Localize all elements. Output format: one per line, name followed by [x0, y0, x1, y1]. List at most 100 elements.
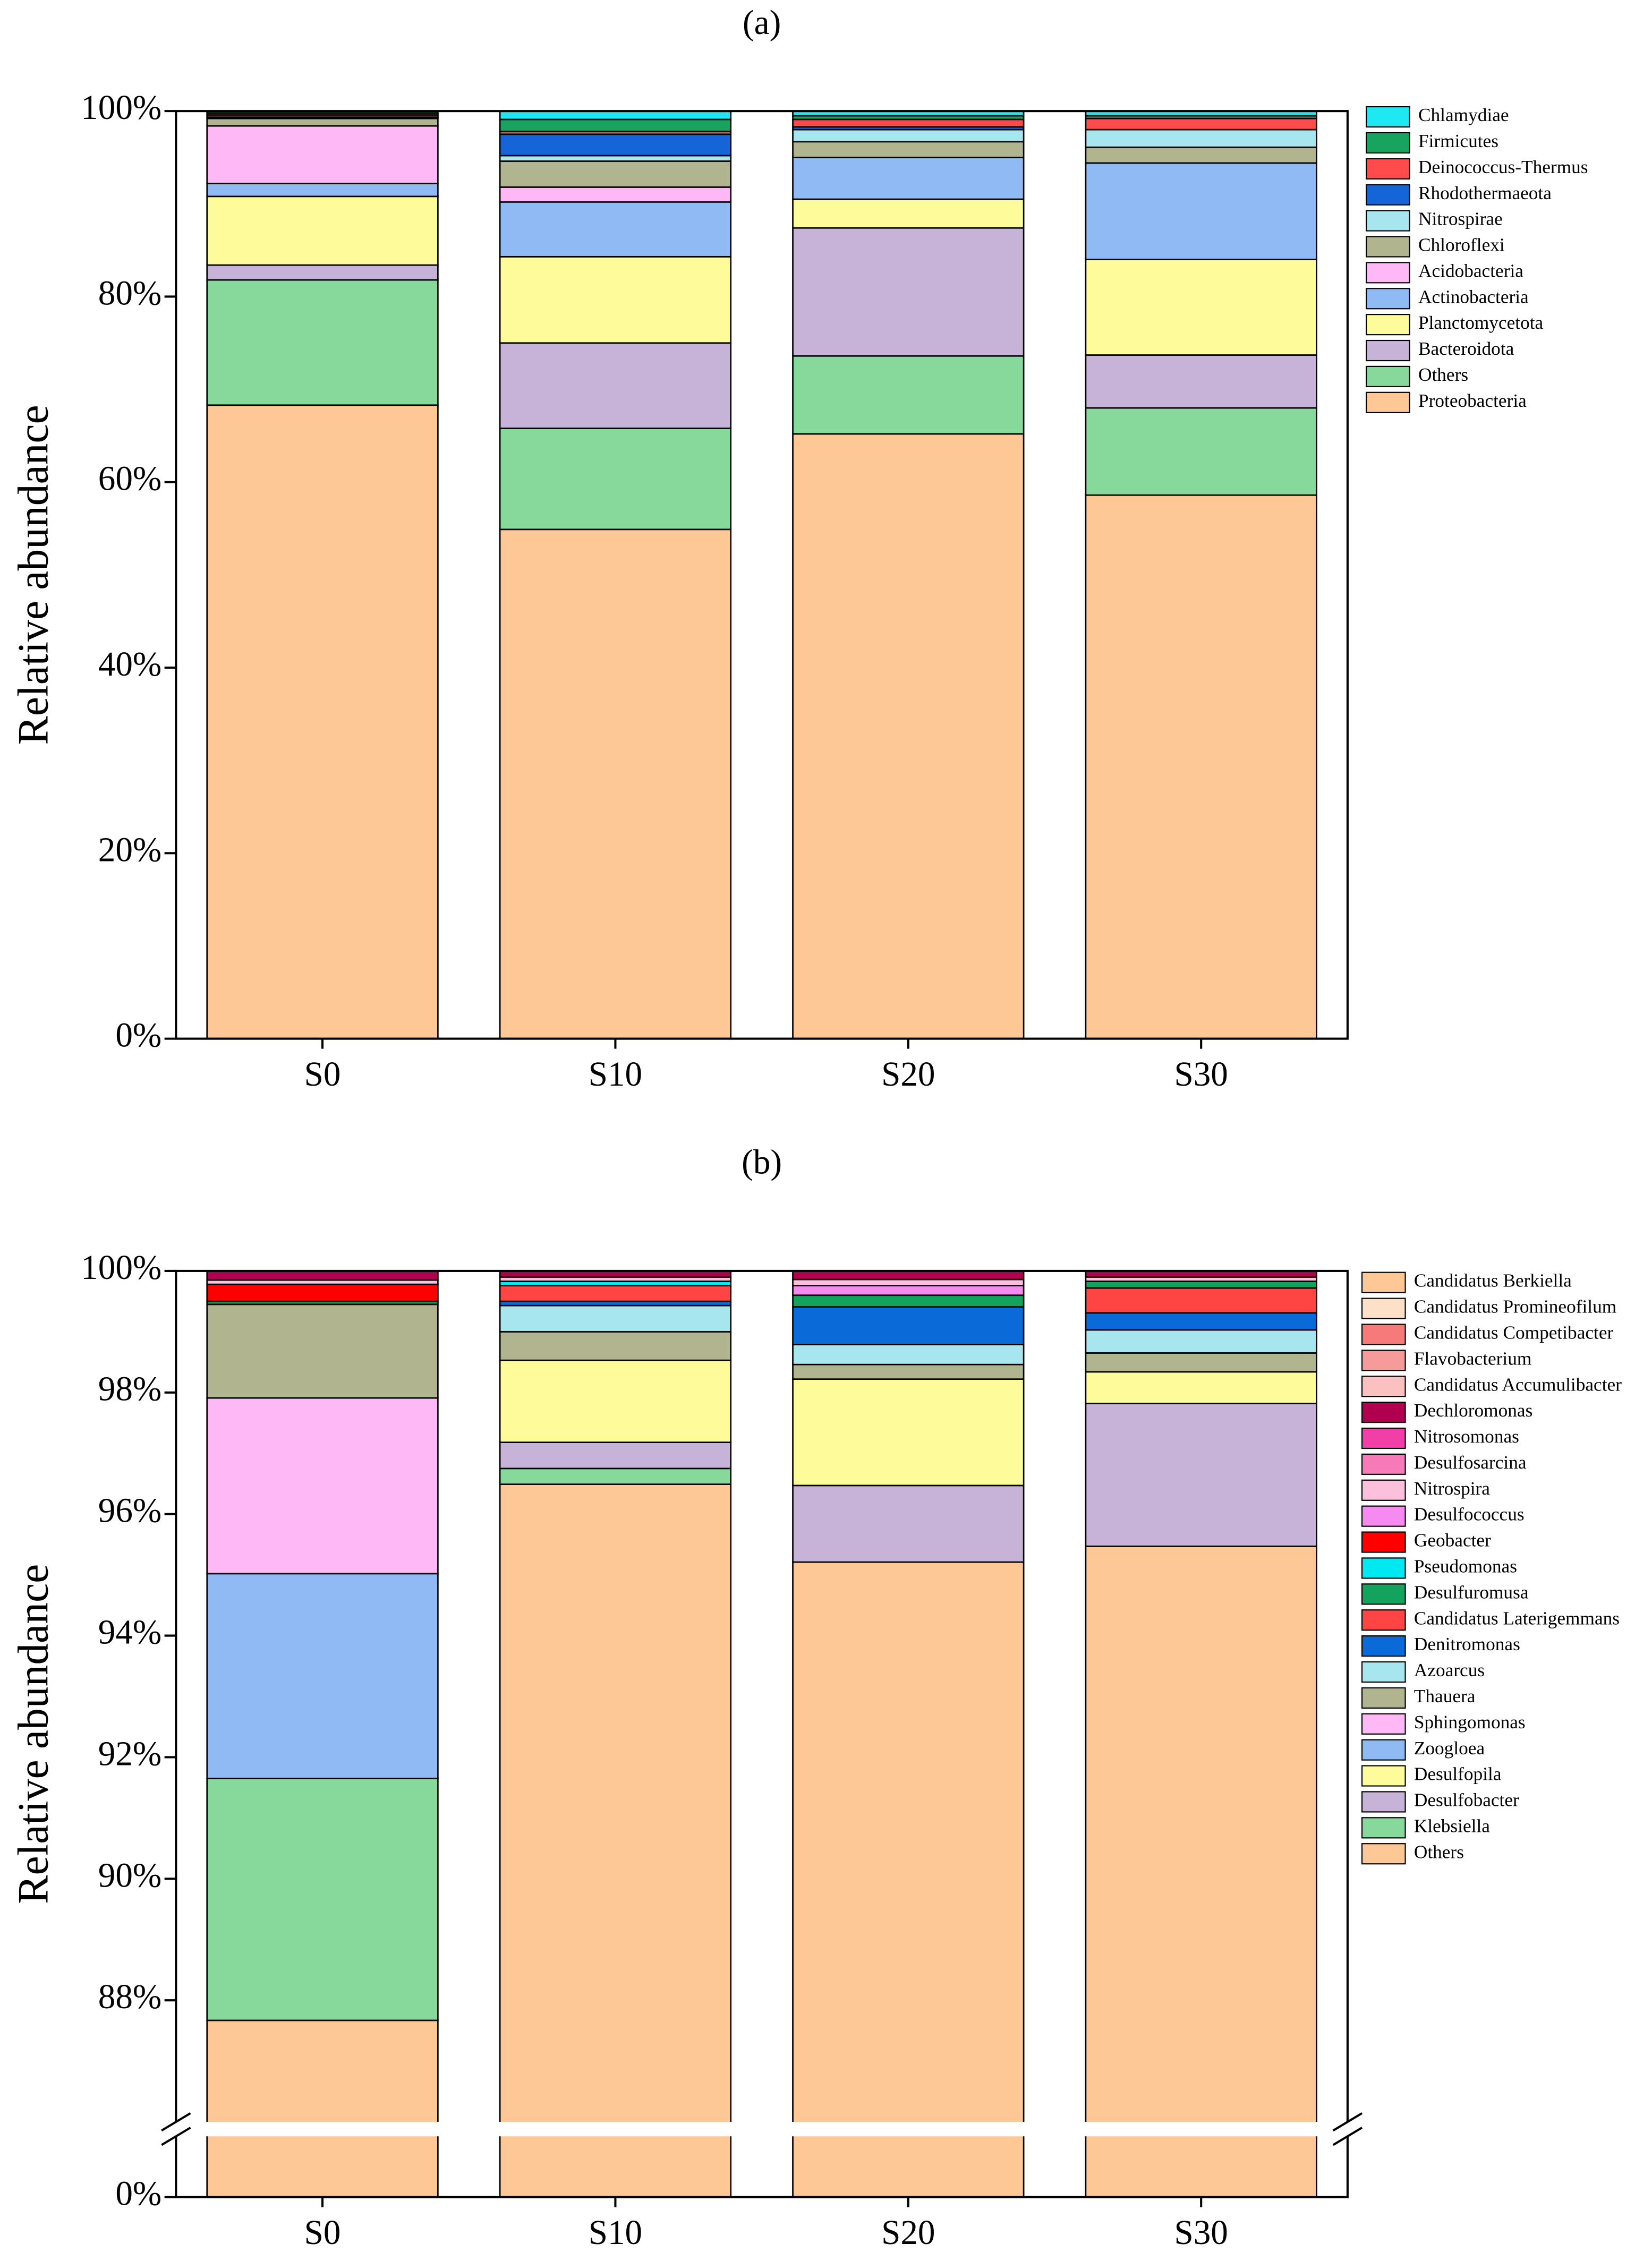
x-tick-label: S30	[1174, 1055, 1228, 1094]
legend-label: Desulfosarcina	[1414, 1452, 1527, 1473]
legend-swatch	[1361, 1791, 1406, 1813]
legend-swatch	[1361, 1453, 1406, 1475]
legend-swatch	[1361, 1479, 1406, 1501]
legend-label: Sphingomonas	[1414, 1712, 1526, 1733]
legend-swatch	[1361, 1635, 1406, 1657]
legend-swatch	[1361, 1376, 1406, 1397]
bar-segment	[1085, 1287, 1317, 1314]
bar-segment	[1085, 407, 1317, 496]
axis-break	[154, 2122, 1369, 2137]
bar-segment	[499, 118, 732, 132]
bar-segment	[1085, 1545, 1317, 2198]
bar-segment	[499, 1285, 732, 1302]
bar-segment	[206, 264, 439, 281]
legend-swatch	[1361, 1427, 1406, 1449]
legend-label: Planctomycetota	[1418, 312, 1544, 333]
x-tick-label: S20	[881, 2214, 935, 2252]
bar-segment	[499, 342, 732, 429]
plot-frame	[175, 110, 1349, 1040]
bar-segment	[206, 117, 439, 127]
bar-segment	[1085, 1281, 1317, 1289]
bar-segment	[792, 227, 1025, 357]
bar-segment	[499, 133, 732, 157]
legend-swatch	[1366, 314, 1410, 336]
legend-label: Desulfococcus	[1414, 1504, 1525, 1525]
legend-label: Proteobacteria	[1418, 390, 1527, 411]
bar-segment	[206, 1303, 439, 1399]
legend-label: Chlamydiae	[1418, 105, 1509, 125]
legend-swatch	[1366, 365, 1410, 388]
bar-segment	[792, 1561, 1025, 2198]
x-tick-label: S0	[304, 1055, 341, 1094]
legend-swatch	[1361, 1401, 1406, 1423]
y-tick-label: 96%	[98, 1492, 161, 1530]
bar-segment	[792, 129, 1025, 143]
axis-break-mark	[161, 2112, 191, 2132]
bar-segment	[499, 1467, 732, 1485]
legend-swatch	[1361, 1324, 1406, 1345]
bar-segment	[1085, 494, 1317, 1039]
bar-segment	[499, 428, 732, 531]
axis-break-mark	[1332, 2127, 1363, 2146]
bar-segment	[499, 186, 732, 203]
bar-segment	[792, 1344, 1025, 1366]
bar-segment	[792, 355, 1025, 435]
legend-swatch	[1361, 1272, 1406, 1293]
legend-swatch	[1361, 1531, 1406, 1553]
legend-label: Candidatus Promineofilum	[1414, 1296, 1616, 1317]
legend-label: Dechloromonas	[1414, 1400, 1532, 1421]
bar-segment	[206, 1270, 439, 1281]
chart-title: (b)	[742, 1144, 782, 1182]
x-tick-label: S10	[589, 2214, 642, 2252]
legend-label: Candidatus Accumulibacter	[1414, 1374, 1622, 1395]
bar-segment	[499, 160, 732, 188]
legend-swatch	[1361, 1687, 1406, 1709]
legend-swatch	[1366, 236, 1410, 258]
bar-segment	[206, 183, 439, 198]
legend-swatch	[1361, 1713, 1406, 1735]
bar-segment	[1085, 1329, 1317, 1354]
y-tick-label: 88%	[98, 1978, 161, 2016]
x-tick-label: S20	[881, 1055, 935, 1094]
legend-swatch	[1361, 1843, 1406, 1865]
legend-label: Bacteroidota	[1418, 338, 1514, 359]
bar-segment	[1085, 117, 1317, 131]
bar-segment	[792, 118, 1025, 128]
legend-swatch	[1361, 1350, 1406, 1371]
legend-label: Candidatus Competibacter	[1414, 1323, 1614, 1343]
bar-segment	[1085, 162, 1317, 260]
legend-swatch	[1366, 132, 1410, 153]
legend-label: Desulfuromusa	[1414, 1582, 1529, 1602]
legend-swatch	[1361, 1505, 1406, 1527]
bar-segment	[1085, 129, 1317, 148]
legend-label: Others	[1414, 1841, 1464, 1862]
y-tick-label: 0%	[115, 2175, 161, 2213]
legend-swatch	[1366, 339, 1410, 362]
bar-segment	[206, 404, 439, 1039]
bar-segment	[206, 1283, 439, 1302]
bar-segment	[1085, 146, 1317, 164]
y-tick-label: 94%	[98, 1614, 161, 1652]
bar-segment	[1085, 259, 1317, 356]
bar-segment	[792, 141, 1025, 158]
legend-swatch	[1366, 106, 1410, 128]
bar-segment	[206, 279, 439, 406]
legend-swatch	[1361, 1765, 1406, 1787]
bar-segment	[1085, 354, 1317, 409]
bar-segment	[206, 195, 439, 266]
chart-title: (a)	[743, 4, 781, 42]
legend-label: Chloroflexi	[1418, 235, 1505, 255]
bar-segment	[792, 1278, 1025, 1286]
bar-segment	[792, 1378, 1025, 1487]
legend-swatch	[1361, 1557, 1406, 1579]
axis-break-mark	[161, 2127, 191, 2146]
bar-segment	[206, 1573, 439, 1779]
plot-frame	[175, 1269, 1349, 2198]
legend-label: Firmicutes	[1418, 131, 1498, 151]
y-tick-label: 80%	[98, 274, 161, 312]
legend-label: Pseudomonas	[1414, 1556, 1517, 1577]
legend-label: Candidatus Laterigemmans	[1414, 1608, 1620, 1628]
legend-label: Rhodothermaeota	[1418, 183, 1552, 203]
